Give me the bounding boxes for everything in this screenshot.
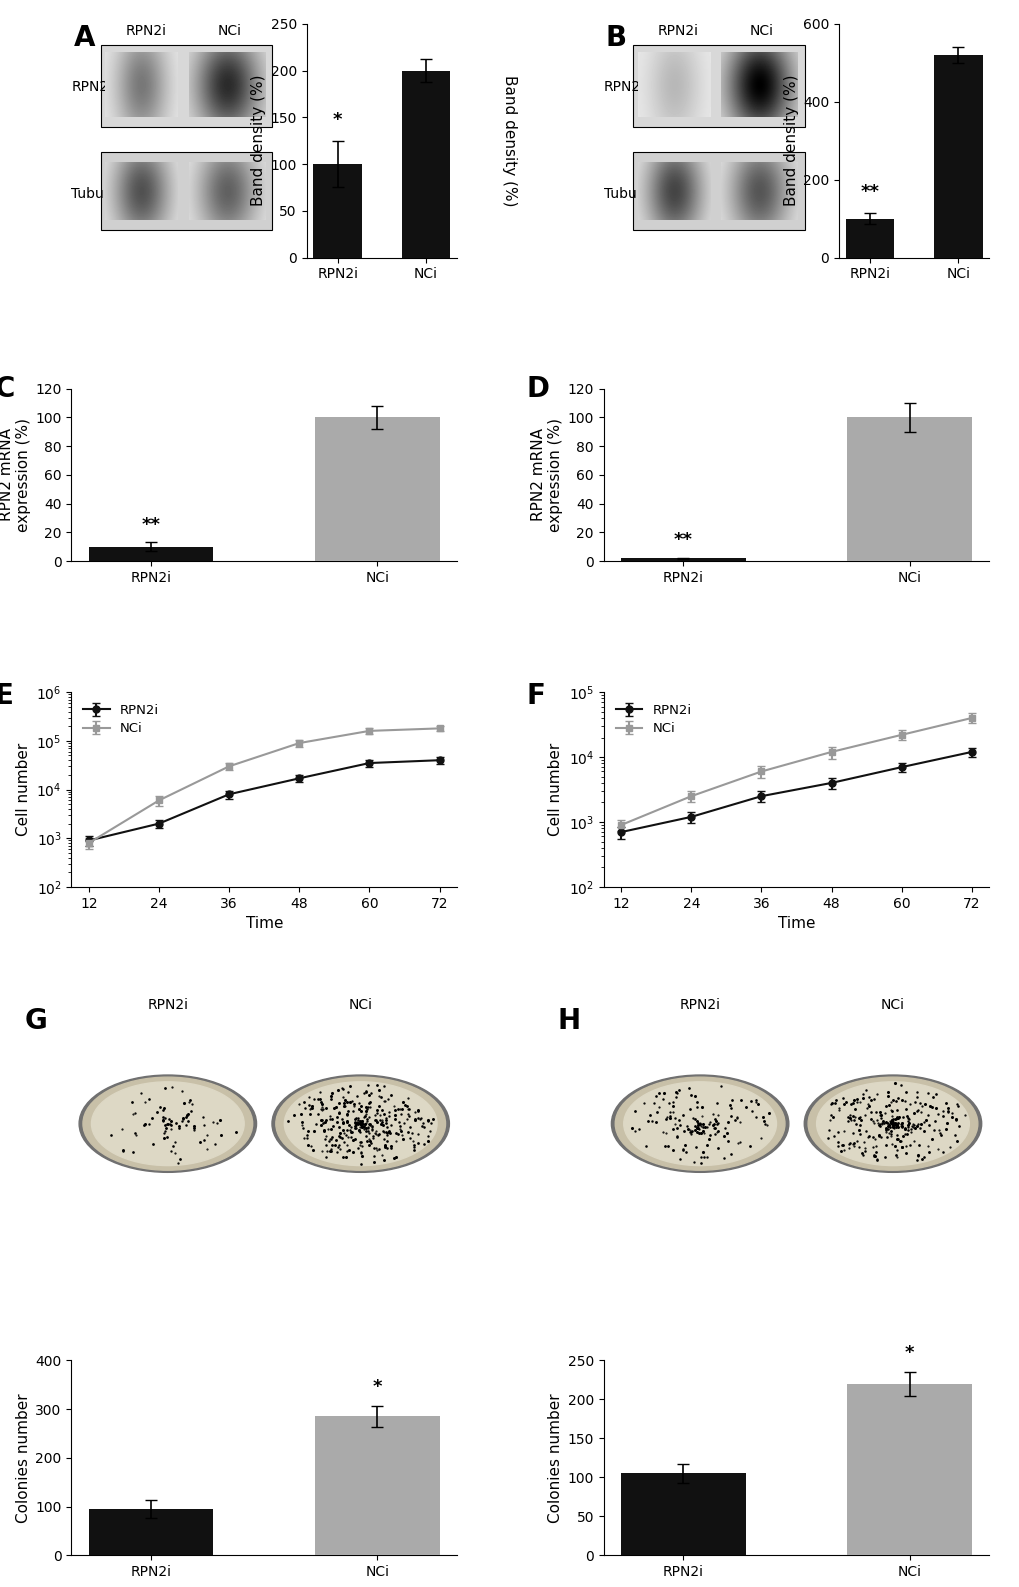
Y-axis label: RPN2 mRNA
expression (%): RPN2 mRNA expression (%) [531, 417, 562, 532]
Circle shape [610, 1074, 788, 1173]
Bar [847, 417, 971, 562]
Y-axis label: Colonies number: Colonies number [16, 1393, 32, 1522]
FancyBboxPatch shape [633, 44, 804, 127]
FancyBboxPatch shape [101, 44, 272, 127]
Y-axis label: Cell number: Cell number [547, 743, 562, 836]
Text: RPN2: RPN2 [71, 79, 108, 94]
Y-axis label: Band density (%): Band density (%) [783, 75, 798, 206]
Bar [89, 1509, 213, 1555]
Text: NCi: NCi [217, 24, 242, 38]
Bar [401, 70, 449, 257]
Text: F: F [526, 682, 545, 711]
Text: **: ** [142, 516, 160, 533]
Circle shape [275, 1078, 445, 1170]
Text: *: * [332, 111, 342, 129]
Text: RPN2i: RPN2i [125, 24, 166, 38]
FancyBboxPatch shape [101, 152, 272, 230]
Text: **: ** [860, 183, 878, 202]
Text: *: * [904, 1344, 913, 1362]
Circle shape [614, 1078, 785, 1170]
Text: Band density (%): Band density (%) [501, 75, 517, 206]
Text: NCi: NCi [880, 998, 904, 1011]
Legend: RPN2i, NCi: RPN2i, NCi [77, 698, 164, 741]
Bar [845, 219, 894, 257]
Y-axis label: Band density (%): Band density (%) [251, 75, 266, 206]
Circle shape [803, 1074, 980, 1173]
X-axis label: Time: Time [777, 916, 814, 932]
Text: RPN2i: RPN2i [147, 998, 189, 1011]
Text: NCi: NCi [749, 24, 773, 38]
Text: NCi: NCi [348, 998, 372, 1011]
Y-axis label: RPN2 mRNA
expression (%): RPN2 mRNA expression (%) [0, 417, 32, 532]
Bar [89, 548, 213, 562]
Circle shape [79, 1074, 257, 1173]
Text: G: G [25, 1008, 48, 1035]
FancyBboxPatch shape [633, 152, 804, 230]
Text: Tubulin: Tubulin [71, 187, 120, 202]
Bar [621, 559, 745, 562]
Text: B: B [605, 24, 627, 52]
Bar [933, 56, 981, 257]
Text: E: E [0, 682, 13, 711]
Text: RPN2i: RPN2i [679, 998, 719, 1011]
Legend: RPN2i, NCi: RPN2i, NCi [609, 698, 696, 741]
Circle shape [624, 1082, 775, 1165]
Text: A: A [73, 24, 95, 52]
Circle shape [807, 1078, 977, 1170]
Text: RPN2i: RPN2i [657, 24, 698, 38]
Text: Tubulin: Tubulin [603, 187, 652, 202]
Y-axis label: Cell number: Cell number [15, 743, 31, 836]
Text: **: ** [674, 532, 692, 549]
Bar [315, 417, 439, 562]
X-axis label: Time: Time [246, 916, 282, 932]
Text: C: C [0, 375, 14, 403]
Y-axis label: Colonies number: Colonies number [548, 1393, 562, 1522]
Circle shape [284, 1082, 436, 1165]
Bar [621, 1473, 745, 1555]
Text: RPN2: RPN2 [603, 79, 640, 94]
Bar [847, 1384, 971, 1555]
Circle shape [816, 1082, 968, 1165]
Text: *: * [372, 1378, 382, 1397]
Circle shape [92, 1082, 244, 1165]
Bar [315, 1417, 439, 1555]
Text: D: D [526, 375, 549, 403]
Circle shape [83, 1078, 253, 1170]
Bar [313, 163, 362, 257]
Circle shape [272, 1074, 449, 1173]
Text: H: H [556, 1008, 580, 1035]
